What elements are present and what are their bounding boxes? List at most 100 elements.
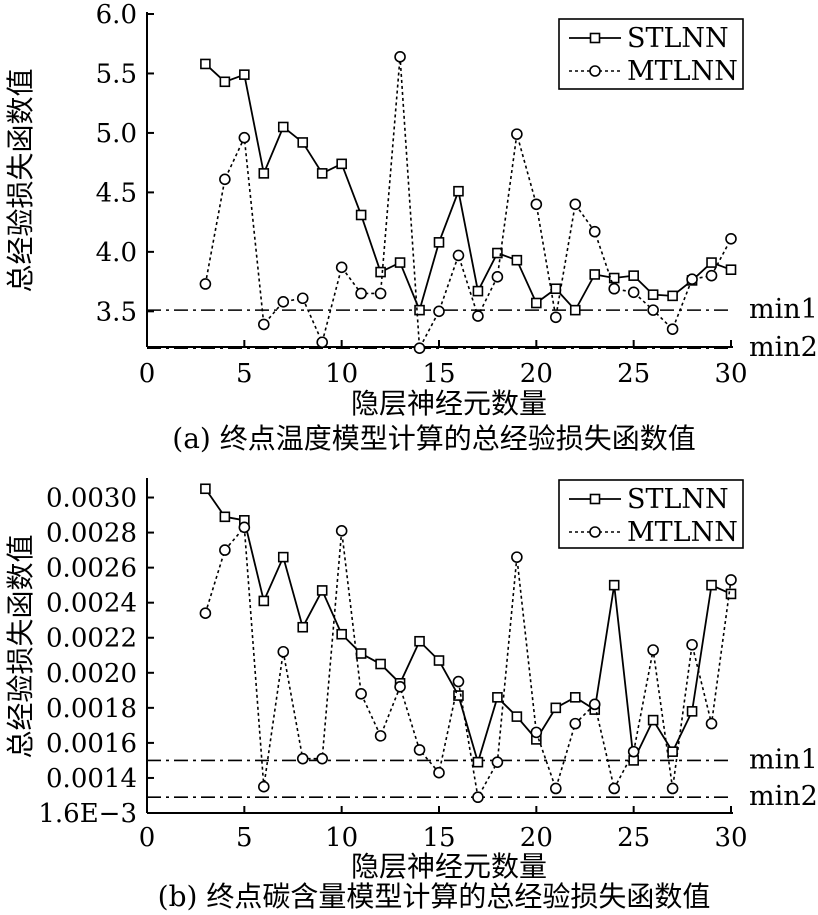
data-point-stlnn	[414, 635, 425, 647]
data-point-mtlnn	[452, 249, 465, 262]
data-point-stlnn	[569, 692, 581, 703]
y-tick-label: 4.5	[96, 178, 137, 208]
y-axis-label: 总经验损失函数值	[4, 534, 37, 758]
data-point-stlnn	[453, 690, 464, 701]
data-point-mtlnn	[238, 521, 251, 534]
chart-a: 0 5 10 15 20 25 30 3.5 4.0 4.5 5.0 5.5 6.0 min1 min2 ST…	[4, 0, 818, 455]
y-tick-label: 0.0028	[46, 519, 137, 549]
data-point-stlnn	[375, 266, 386, 278]
series-line-mtlnn	[204, 56, 732, 352]
data-point-stlnn	[297, 137, 309, 148]
data-point-stlnn	[316, 585, 328, 596]
data-point-mtlnn	[686, 638, 698, 651]
data-point-mtlnn	[374, 287, 387, 300]
y-axis-label: 总经验损失函数值	[4, 68, 37, 292]
data-point-mtlnn	[277, 645, 290, 658]
data-point-mtlnn	[666, 782, 679, 795]
y-tick-label: 0.0022	[46, 624, 137, 654]
data-point-mtlnn	[491, 271, 504, 283]
chart-caption: (b) 终点碳含量模型计算的总经验损失函数值	[158, 880, 711, 913]
data-point-stlnn	[550, 283, 562, 295]
data-point-stlnn	[647, 714, 659, 726]
legend-frame	[558, 479, 744, 549]
data-point-mtlnn	[199, 278, 212, 290]
data-point-stlnn	[219, 511, 231, 523]
data-point-stlnn	[375, 658, 386, 670]
legend-label: MTLNN	[627, 517, 738, 548]
data-point-stlnn	[355, 648, 367, 659]
y-tick-label: 5.5	[96, 59, 137, 89]
data-point-mtlnn	[257, 780, 270, 793]
data-point-stlnn	[239, 69, 250, 80]
ref-line-label: min2	[749, 332, 818, 363]
data-point-mtlnn	[569, 198, 582, 211]
data-point-mtlnn	[725, 574, 737, 586]
data-point-mtlnn	[394, 51, 406, 63]
x-tick-label: 30	[714, 823, 747, 853]
data-point-stlnn	[589, 269, 601, 280]
series-line-stlnn	[204, 488, 732, 766]
data-point-mtlnn	[433, 305, 445, 318]
data-point-mtlnn	[608, 282, 621, 295]
data-point-stlnn	[297, 621, 309, 633]
data-point-stlnn	[355, 209, 367, 221]
legend-label: MTLNN	[627, 56, 738, 87]
data-point-stlnn	[511, 254, 523, 266]
data-point-mtlnn	[725, 232, 737, 245]
x-tick-label: 10	[325, 823, 358, 853]
data-point-mtlnn	[705, 269, 718, 282]
data-point-mtlnn	[608, 782, 621, 795]
data-point-mtlnn	[219, 544, 231, 556]
x-tick-label: 5	[236, 823, 253, 853]
data-point-stlnn	[394, 257, 406, 268]
data-point-mtlnn	[219, 173, 231, 186]
x-tick-label: 20	[520, 823, 553, 853]
data-point-mtlnn	[374, 730, 387, 742]
y-tick-label: 0.0014	[46, 764, 137, 794]
x-tick-label: 0	[139, 359, 156, 389]
data-point-stlnn	[511, 711, 523, 722]
data-point-mtlnn	[627, 745, 640, 758]
data-point-stlnn	[706, 257, 717, 268]
data-point-stlnn	[472, 285, 484, 297]
y-tick-label: 0.0024	[46, 589, 137, 619]
data-point-mtlnn	[257, 318, 270, 331]
data-point-mtlnn	[472, 310, 484, 322]
data-point-mtlnn	[433, 766, 445, 779]
x-tick-label: 25	[617, 359, 650, 389]
data-point-mtlnn	[569, 717, 582, 730]
data-point-stlnn	[453, 185, 464, 197]
data-point-stlnn	[667, 290, 678, 302]
data-point-stlnn	[433, 237, 445, 248]
data-point-mtlnn	[666, 323, 679, 335]
legend-swatch-marker	[589, 65, 601, 77]
x-tick-label: 15	[422, 823, 455, 853]
data-point-mtlnn	[316, 752, 329, 765]
ref-line-label: min1	[749, 744, 818, 775]
x-tick-label: 5	[236, 359, 253, 389]
x-tick-label: 20	[520, 359, 553, 389]
data-point-mtlnn	[549, 782, 562, 795]
data-point-stlnn	[200, 58, 211, 70]
ref-line-label: min1	[749, 294, 818, 325]
y-tick-label: 1.6E−3	[38, 799, 137, 829]
y-tick-label: 5.0	[96, 119, 137, 149]
data-point-stlnn	[608, 272, 620, 284]
data-point-stlnn	[492, 247, 503, 259]
x-tick-label: 25	[617, 823, 650, 853]
chart-b: 0 5 10 15 20 25 30 1.6E−3 0.0014 0.0016 0.0018 0.00…	[4, 478, 818, 913]
data-point-mtlnn	[355, 688, 367, 700]
legend-label: STLNN	[627, 23, 729, 54]
data-point-stlnn	[686, 706, 698, 717]
data-point-mtlnn	[335, 525, 348, 537]
x-tick-label: 30	[714, 359, 747, 389]
data-point-mtlnn	[647, 644, 659, 656]
data-point-stlnn	[200, 483, 211, 495]
data-point-stlnn	[336, 628, 347, 640]
data-point-mtlnn	[355, 287, 367, 300]
data-point-mtlnn	[335, 261, 348, 274]
y-tick-label: 0.0018	[46, 694, 137, 724]
data-point-mtlnn	[530, 198, 543, 211]
x-axis-label: 隐层神经元数量	[351, 387, 547, 420]
